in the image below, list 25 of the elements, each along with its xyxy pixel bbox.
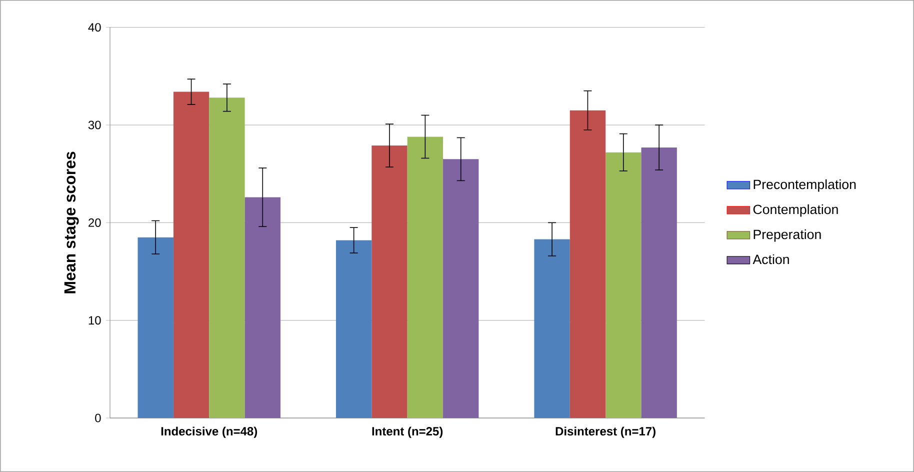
- bar: [606, 152, 642, 418]
- bar: [336, 240, 372, 418]
- legend-label: Contemplation: [753, 204, 838, 217]
- y-tick-label: 40: [88, 23, 101, 32]
- bar: [209, 98, 245, 418]
- legend-label: Preperation: [754, 229, 821, 242]
- legend-label: Action: [752, 254, 789, 264]
- x-tick-label: Intent (n=25): [372, 426, 443, 438]
- bar: [407, 136, 444, 418]
- bar: [534, 239, 570, 418]
- bar: [372, 146, 408, 418]
- y-tick-label: 20: [88, 218, 101, 227]
- y-tick-label: 10: [88, 316, 101, 325]
- legend-label: Precontemplation: [754, 179, 856, 192]
- bar: [173, 92, 210, 418]
- bar: [443, 159, 479, 418]
- x-tick-label: Indecisive (n=48): [161, 426, 258, 438]
- y-axis-title: Mean stage scores: [64, 152, 79, 294]
- bar: [641, 147, 677, 418]
- bar: [570, 110, 606, 418]
- bar: [138, 237, 174, 418]
- y-tick-label: 0: [95, 414, 101, 422]
- y-tick-label: 30: [88, 120, 101, 130]
- bar: [244, 197, 280, 418]
- x-tick-label: Disinterest (n=17): [556, 426, 656, 438]
